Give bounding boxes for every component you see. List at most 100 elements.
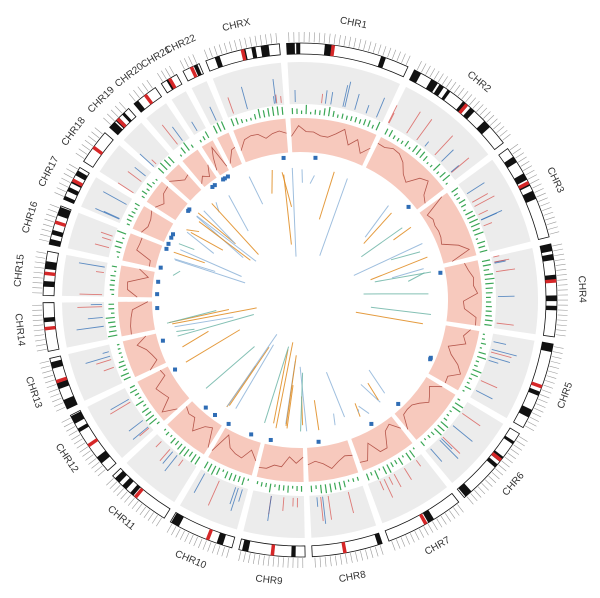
centromere-chr9	[270, 544, 276, 556]
chr-label-chr6: CHR6	[501, 470, 527, 498]
band-tick	[318, 32, 321, 43]
link-stroke	[368, 369, 386, 394]
link-stroke	[291, 167, 297, 257]
green-bar	[190, 453, 197, 463]
band-tick	[440, 515, 447, 525]
band-tick	[453, 507, 460, 516]
green-bar	[118, 364, 126, 369]
blue-marker	[249, 432, 254, 437]
band-tick	[536, 192, 546, 198]
pink-track-chr19	[165, 164, 202, 201]
green-bar	[126, 223, 131, 226]
green-bar	[481, 338, 486, 340]
green-bar	[354, 116, 358, 123]
band-tick	[54, 192, 64, 197]
gray-track-spike	[330, 91, 334, 105]
ideogram-ring	[42, 42, 558, 558]
green-bar	[465, 210, 473, 216]
gray-track-chr17	[81, 177, 133, 224]
gray-track-spike	[127, 171, 142, 182]
gray-track-spike	[434, 135, 454, 156]
band-tick	[36, 348, 47, 352]
pink-step-line	[291, 125, 371, 154]
green-bar	[484, 277, 495, 281]
chr-label-chr1: CHR1	[339, 15, 368, 31]
gray-track-chr21	[171, 91, 206, 135]
band-tick	[254, 35, 257, 46]
green-bar	[405, 452, 412, 461]
pink-track-chr1	[290, 118, 377, 166]
band-tick	[91, 131, 100, 139]
ideogram-band	[77, 423, 89, 433]
band-tick	[243, 552, 246, 563]
link-stroke	[226, 334, 278, 407]
green-bar	[452, 406, 461, 413]
band-tick	[166, 523, 173, 533]
link-stroke	[367, 382, 379, 401]
band-tick	[259, 34, 262, 45]
band-tick	[213, 46, 218, 56]
band-tick	[461, 91, 469, 100]
band-tick	[131, 500, 139, 509]
gray-track-chr15	[62, 254, 108, 297]
band-tick	[534, 188, 544, 193]
green-bar	[122, 237, 125, 240]
band-tick	[540, 202, 550, 207]
green-bar	[105, 316, 115, 319]
gray-track-spike	[475, 390, 493, 400]
band-tick	[555, 334, 566, 337]
band-tick	[61, 417, 71, 423]
band-tick	[188, 56, 193, 66]
link-stroke	[166, 310, 217, 324]
green-bar	[156, 421, 160, 425]
band-tick	[161, 70, 167, 80]
ideogram-band	[409, 69, 422, 84]
green-bar	[135, 400, 144, 407]
link-stroke	[176, 328, 195, 332]
band-tick	[483, 111, 491, 119]
green-bar	[159, 162, 168, 171]
band-tick	[44, 218, 55, 223]
band-tick	[466, 496, 474, 505]
band-tick	[387, 47, 392, 58]
ideogram-band	[214, 55, 223, 68]
gray-track-chr8	[309, 485, 377, 538]
green-bar	[126, 218, 132, 222]
green-bar	[256, 481, 259, 485]
green-bar	[426, 161, 429, 165]
gray-track-spike	[344, 81, 352, 108]
band-tick	[94, 127, 103, 135]
green-bar	[145, 414, 155, 422]
band-tick	[87, 135, 97, 143]
band-tick	[109, 481, 118, 490]
gray-track-spike	[365, 104, 370, 114]
gray-track-spike	[321, 93, 324, 104]
link-stroke	[186, 231, 215, 254]
link-stroke	[177, 314, 254, 337]
chr-label-chr3: CHR3	[544, 166, 566, 196]
band-tick	[379, 545, 384, 555]
band-tick	[529, 416, 539, 422]
green-track	[105, 104, 495, 494]
gray-track-spike	[191, 121, 198, 132]
link-stroke	[370, 306, 432, 316]
band-tick	[488, 475, 497, 484]
pink-track-chr18	[146, 181, 188, 221]
band-tick	[498, 464, 507, 472]
green-bar	[228, 472, 233, 481]
gray-track-spike	[132, 426, 149, 440]
green-bar	[281, 106, 284, 115]
centromere-chr5	[530, 381, 543, 389]
band-tick	[551, 356, 562, 359]
gray-track-chr22	[191, 81, 224, 126]
green-bar	[216, 122, 222, 132]
band-tick	[234, 40, 238, 50]
gray-track-chrx	[212, 62, 285, 118]
band-tick	[282, 557, 284, 568]
green-bar	[120, 372, 130, 377]
green-bar	[190, 144, 194, 148]
green-bar	[163, 159, 172, 167]
band-tick	[94, 465, 103, 473]
gray-track-spike	[87, 317, 103, 320]
band-tick	[165, 68, 171, 78]
